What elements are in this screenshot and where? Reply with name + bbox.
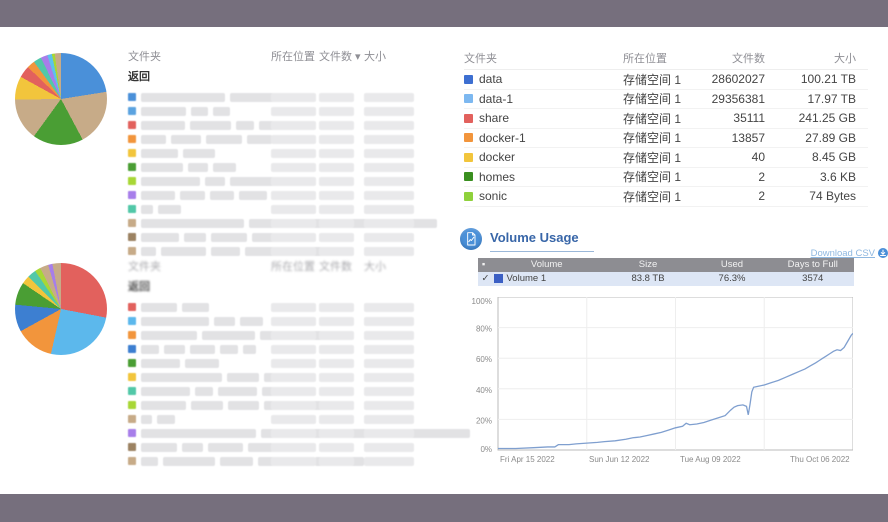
svg-text:100%: 100%	[472, 297, 492, 306]
svg-text:Tue Aug 09 2022: Tue Aug 09 2022	[680, 455, 741, 464]
svg-text:Sun Jun 12 2022: Sun Jun 12 2022	[589, 455, 650, 464]
svg-text:80%: 80%	[476, 325, 492, 334]
svg-text:Thu Oct 06 2022: Thu Oct 06 2022	[790, 455, 850, 464]
svg-text:Fri Apr 15 2022: Fri Apr 15 2022	[500, 455, 555, 464]
svg-text:60%: 60%	[476, 355, 492, 364]
svg-text:40%: 40%	[476, 386, 492, 395]
svg-text:0%: 0%	[480, 445, 492, 454]
svg-text:20%: 20%	[476, 416, 492, 425]
